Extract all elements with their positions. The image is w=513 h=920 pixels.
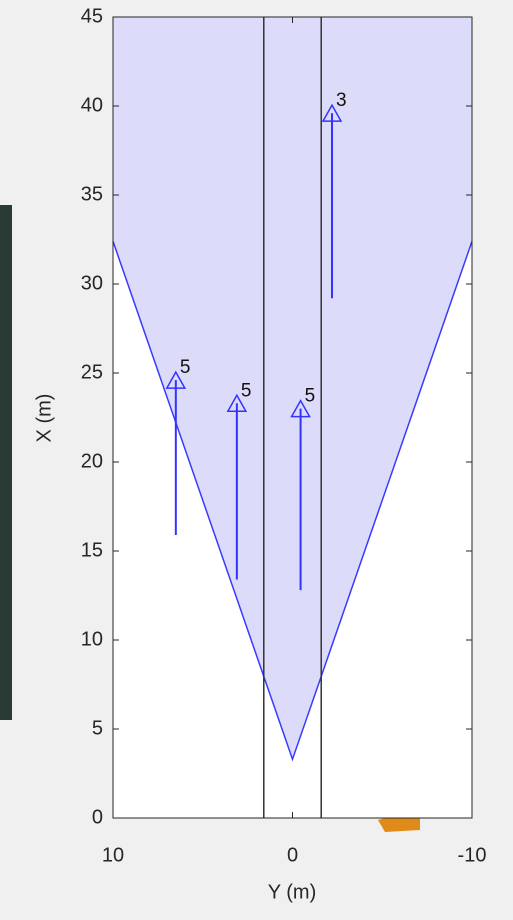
- detection-label: 5: [305, 386, 316, 407]
- x-tick-label: -10: [458, 844, 487, 866]
- y-tick-label: 15: [81, 539, 103, 561]
- y-tick-label: 10: [81, 628, 103, 650]
- detection-label: 5: [241, 380, 252, 401]
- y-tick-label: 0: [92, 806, 103, 828]
- background-image-strip: [0, 205, 12, 720]
- y-tick-label: 25: [81, 361, 103, 383]
- y-tick-label: 40: [81, 94, 103, 116]
- y-tick-label: 30: [81, 272, 103, 294]
- y-tick-label: 20: [81, 450, 103, 472]
- detection-label: 3: [336, 90, 347, 111]
- x-axis-label: Y (m): [268, 881, 317, 903]
- chart: Y (m) X (m) 5553051015202530354045100-10: [0, 0, 513, 915]
- y-tick-label: 35: [81, 183, 103, 205]
- y-tick-label: 45: [81, 5, 103, 27]
- y-tick-label: 5: [92, 717, 103, 739]
- detection-label: 5: [180, 357, 191, 378]
- x-tick-label: 10: [102, 844, 124, 866]
- x-tick-label: 0: [287, 844, 298, 866]
- y-axis-label: X (m): [33, 394, 55, 443]
